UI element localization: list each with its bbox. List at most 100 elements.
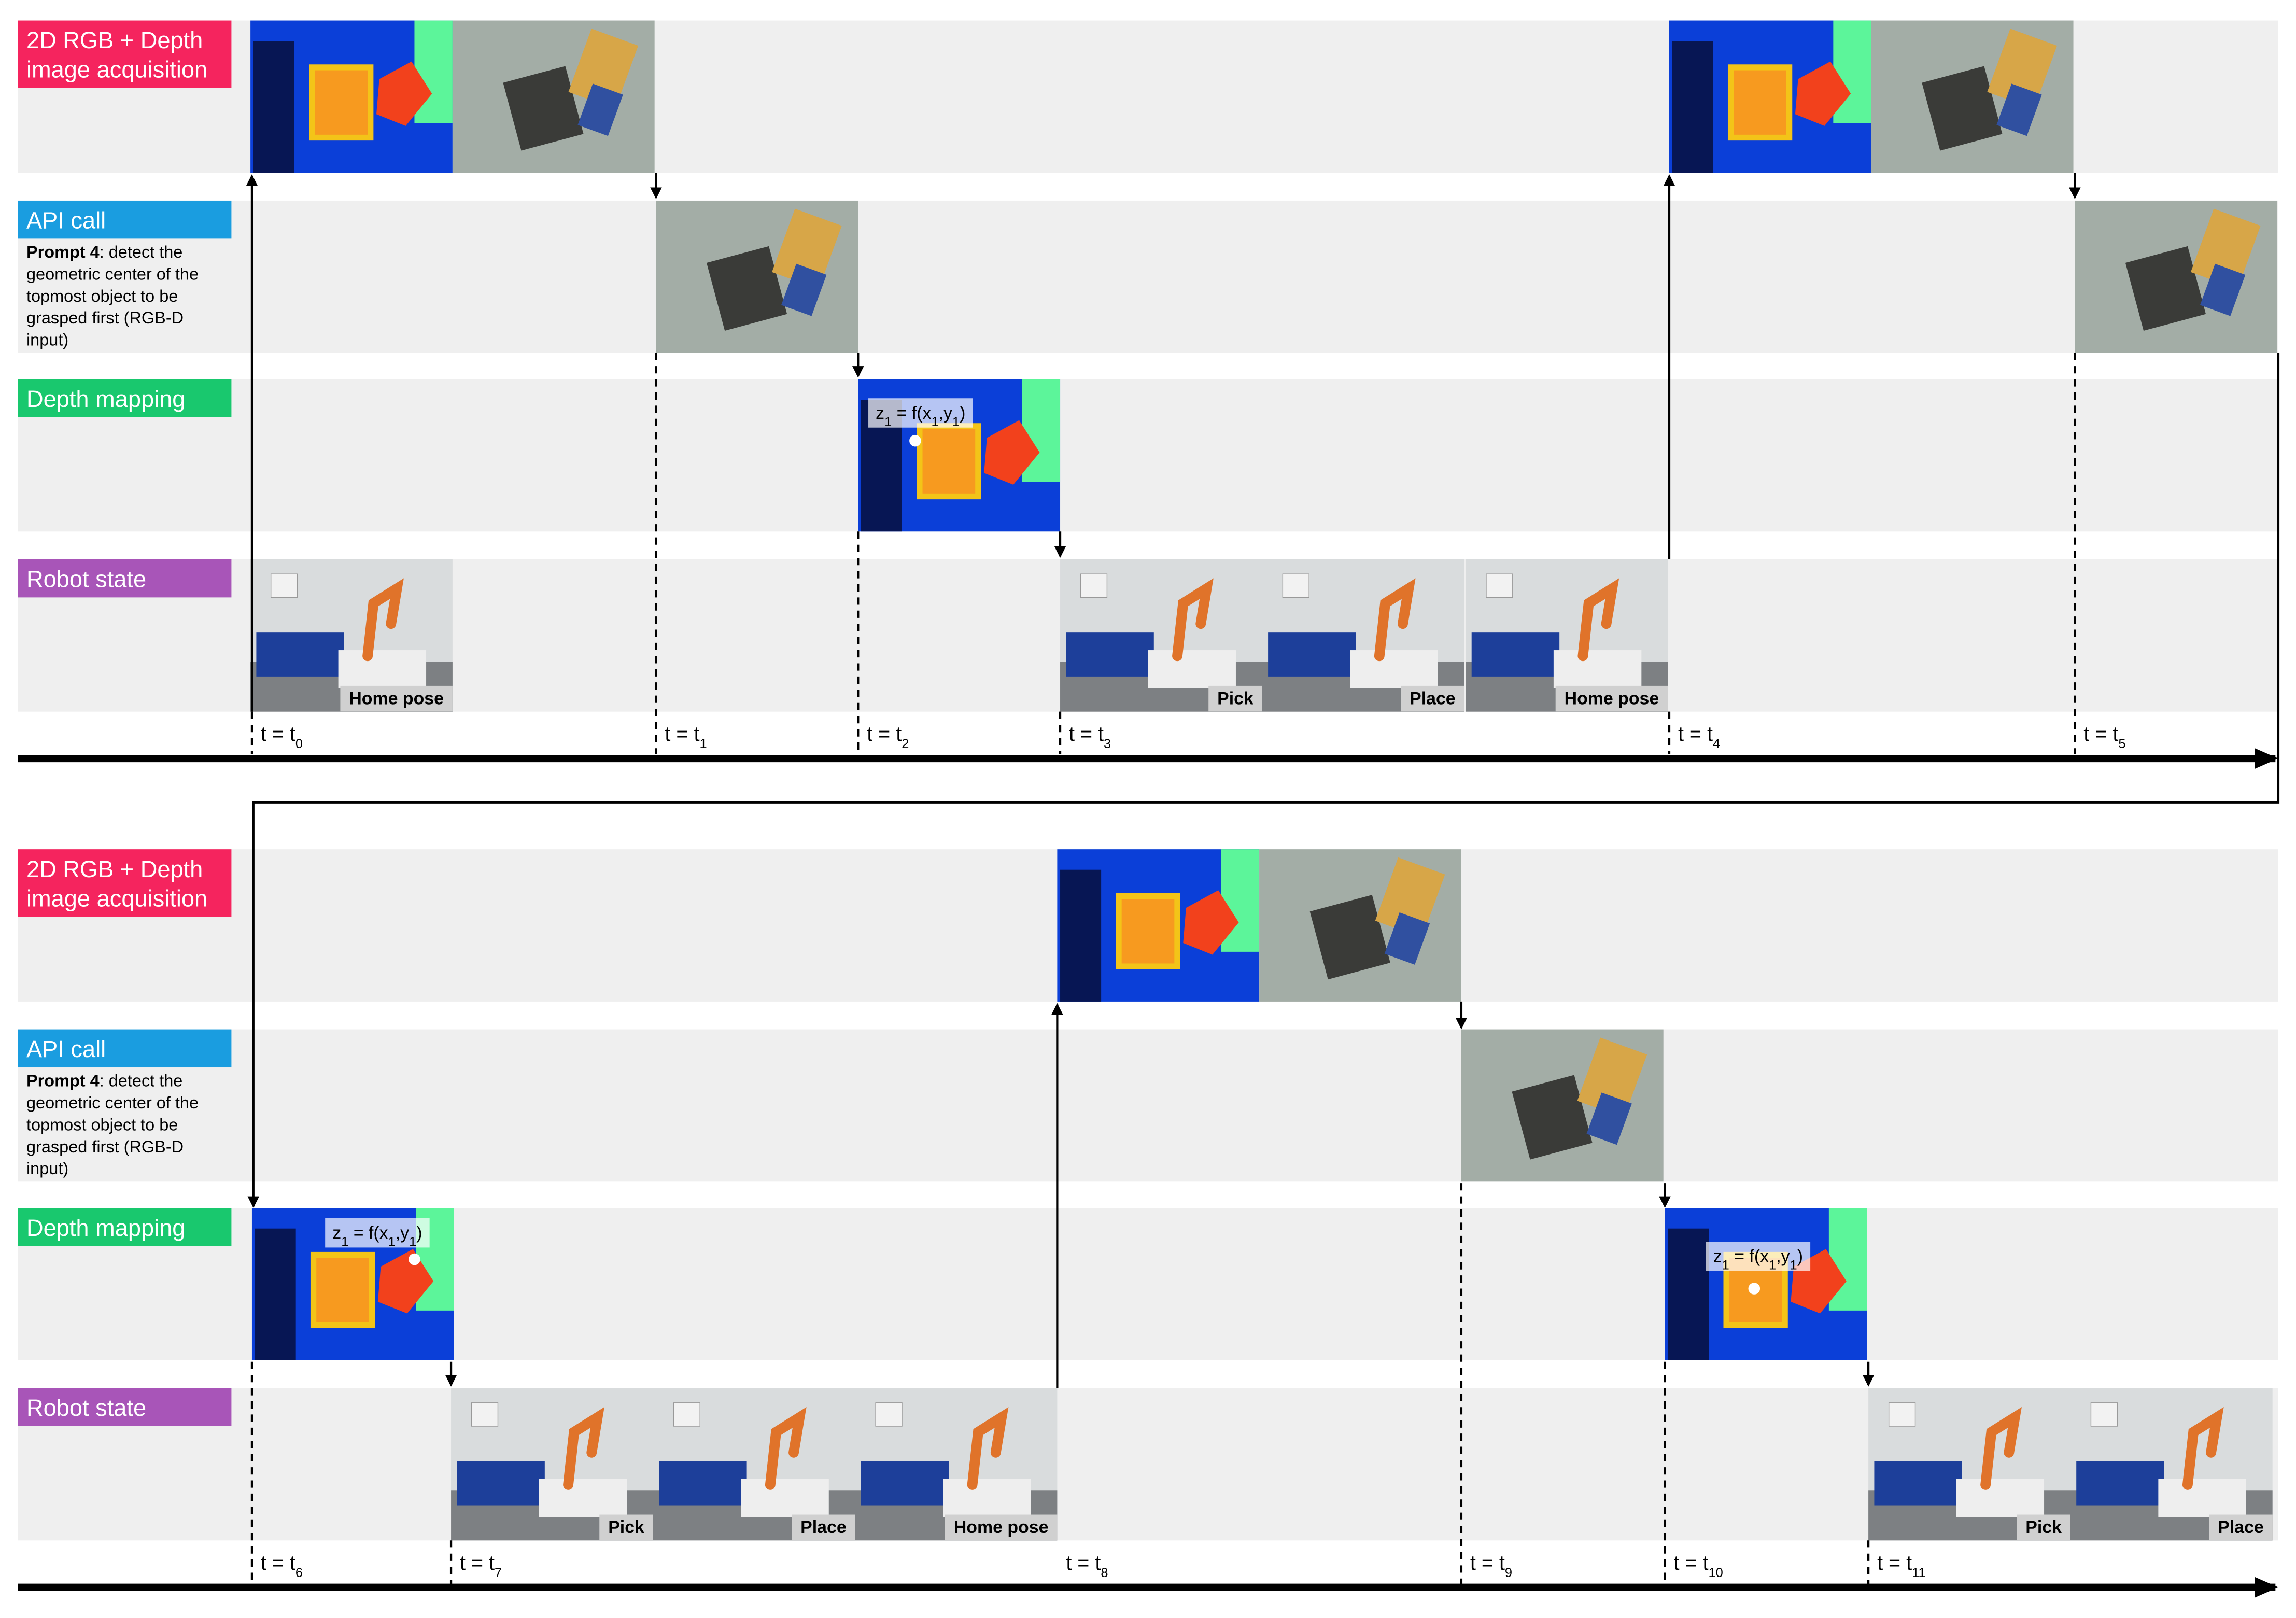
- lane-label: Robot state: [26, 1395, 146, 1421]
- time-label: t = t3: [1069, 723, 1111, 751]
- prompt-line: grasped first (RGB-D: [26, 1137, 184, 1156]
- robot-bin: [659, 1461, 747, 1506]
- text-part: t = t: [1470, 1552, 1505, 1574]
- lane-label-bg: [18, 20, 232, 88]
- target-point: [409, 1253, 420, 1265]
- depth-far: [1060, 869, 1102, 1002]
- depth-orange: [315, 70, 368, 135]
- robot-table: [338, 650, 427, 688]
- rgb-pack: [577, 83, 623, 136]
- prompt-text: input): [26, 331, 68, 349]
- robot-panel: [1888, 1402, 1916, 1427]
- robot-table: [2158, 1479, 2246, 1517]
- caption-bg: [340, 685, 453, 712]
- robot-arm: [967, 1407, 1009, 1490]
- text-part: ,y: [939, 403, 952, 423]
- prompt-line: topmost object to be: [26, 1115, 178, 1134]
- text-part: z: [1713, 1247, 1722, 1267]
- rgb-pack: [1384, 912, 1430, 965]
- robot-image: [1868, 1388, 2070, 1541]
- lane-background: [18, 379, 2278, 532]
- time-label: t = t10: [1673, 1552, 1723, 1580]
- text-part: 3: [1104, 737, 1111, 751]
- rgb-image: [1461, 1029, 1664, 1182]
- rgb-pack: [1996, 83, 2042, 136]
- target-point: [909, 434, 921, 447]
- prompt-text: Prompt 4: detect the: [26, 1072, 182, 1090]
- caption-bg: [945, 1514, 1058, 1540]
- robot-table: [539, 1479, 627, 1517]
- depth-far: [253, 41, 294, 173]
- prompt-text: Prompt 4: detect the: [26, 243, 182, 261]
- rgb-image: [656, 200, 858, 353]
- robot-arm: [1172, 578, 1214, 662]
- formula: z1 = f(x1,y1): [332, 1223, 422, 1249]
- time-label: t = t11: [1877, 1552, 1925, 1580]
- text-part: 11: [1912, 1566, 1925, 1580]
- rgb-box: [1577, 1037, 1647, 1118]
- text-part: t = t: [460, 1552, 495, 1574]
- time-label: t = t6: [261, 1552, 303, 1580]
- robot-table: [943, 1479, 1031, 1517]
- text-part: t = t: [665, 723, 699, 745]
- text-part: t = t: [867, 723, 902, 745]
- depth-image: [250, 20, 453, 173]
- robot-bin: [1471, 632, 1560, 677]
- depth-red: [984, 420, 1040, 485]
- robot-panel: [1080, 573, 1108, 598]
- image-caption: Home pose: [954, 1517, 1049, 1537]
- robot-table: [1956, 1479, 2045, 1517]
- caption-bg: [2017, 1514, 2071, 1540]
- lane-label: Depth mapping: [26, 386, 185, 412]
- lane-label-bg: [18, 1208, 232, 1246]
- depth-far: [1672, 41, 1713, 173]
- rgb-book: [1512, 1075, 1593, 1160]
- text-part: ): [416, 1223, 422, 1243]
- robot-panel: [673, 1402, 700, 1427]
- depth-image: [1669, 20, 1871, 173]
- text-part: 1: [341, 1234, 348, 1249]
- text-part: ,y: [396, 1223, 409, 1243]
- prompt-line: topmost object to be: [26, 287, 178, 305]
- lane-label: image acquisition: [26, 57, 207, 83]
- robot-bin: [2076, 1461, 2164, 1506]
- rgb-box: [1987, 29, 2058, 109]
- text-part: 5: [2118, 737, 2125, 751]
- prompt-line: : detect the: [100, 1072, 183, 1090]
- rgb-image: [1259, 849, 1461, 1002]
- panel-link-arrow: [247, 353, 2280, 1208]
- robot-panel: [1486, 573, 1513, 598]
- caption-bg: [792, 1514, 855, 1540]
- text-part: 1: [952, 415, 960, 429]
- formula-bg: [325, 1218, 430, 1248]
- text-part: 1: [388, 1234, 396, 1249]
- time-label: t = t2: [867, 723, 909, 751]
- text-part: t = t: [1877, 1552, 1912, 1574]
- time-label: t = t0: [261, 723, 303, 751]
- robot-arm: [362, 578, 404, 662]
- depth-orange: [1734, 70, 1786, 135]
- prompt-line: geometric center of the: [26, 264, 199, 283]
- depth-image: [1665, 1208, 1867, 1360]
- lane-label: API call: [26, 207, 106, 234]
- image-caption: Place: [2218, 1517, 2264, 1537]
- lane-label-bg: [18, 379, 232, 417]
- time-label: t = t5: [2083, 723, 2125, 751]
- caption-bg: [1555, 685, 1668, 712]
- caption-bg: [1401, 685, 1464, 712]
- robot-panel: [1282, 573, 1309, 598]
- image-caption: Home pose: [1565, 689, 1659, 709]
- caption-bg: [2209, 1514, 2273, 1540]
- rgb-box: [568, 29, 639, 109]
- lane-label-bg: [18, 849, 232, 917]
- rgb-book: [707, 246, 787, 331]
- rgb-book: [503, 66, 584, 151]
- depth-red: [376, 61, 432, 126]
- time-label: t = t1: [665, 723, 707, 751]
- text-part: = f(x: [1729, 1247, 1769, 1267]
- robot-table: [1148, 650, 1236, 688]
- text-part: t = t: [261, 1552, 295, 1574]
- text-part: 10: [1709, 1566, 1723, 1580]
